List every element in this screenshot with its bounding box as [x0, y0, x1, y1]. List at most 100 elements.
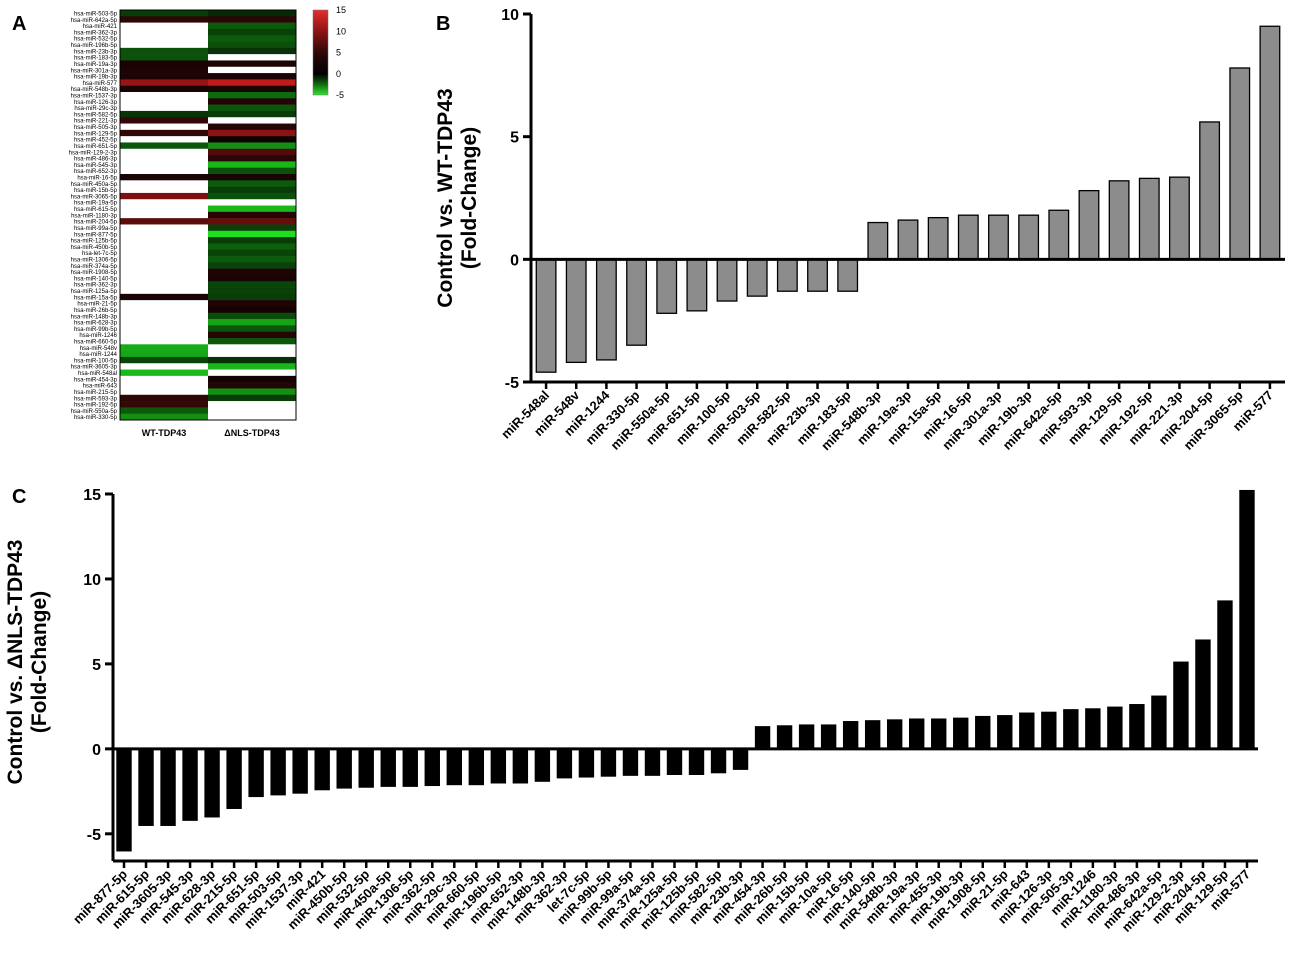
heatmap-cell [208, 28, 296, 36]
heatmap-cell [120, 16, 208, 23]
heatmap-cell [120, 92, 208, 99]
heatmap-cell [120, 407, 208, 414]
heatmap-cell [208, 180, 296, 187]
heatmap-cell [208, 98, 296, 105]
heatmap-row-label: hsa-miR-1306-5p [71, 258, 118, 264]
heatmap-cell [208, 281, 296, 288]
bar [1199, 121, 1221, 260]
heatmap-row-label: hsa-miR-1908-5p [71, 270, 118, 276]
y-axis-title-line2: (Fold-Change) [28, 591, 51, 733]
heatmap-cell [208, 344, 296, 351]
heatmap-cell [208, 199, 296, 206]
heatmap-cell [120, 148, 208, 156]
heatmap-row-labels: hsa-miR-503-5phsa-miR-642a-5phsa-miR-421… [69, 12, 118, 422]
heatmap-cell [120, 22, 208, 30]
heatmap-cell [120, 224, 208, 232]
heatmap-row-label: hsa-miR-582-5p [74, 112, 118, 118]
bar [565, 258, 587, 364]
heatmap-row-label: hsa-miR-19a-5p [74, 201, 118, 207]
heatmap-cell [120, 79, 208, 86]
heatmap-cell [120, 161, 208, 168]
heatmap-cell [120, 117, 208, 124]
heatmap-cell [208, 123, 296, 131]
bar [270, 748, 286, 796]
heatmap-row-label: hsa-miR-215-5p [74, 390, 118, 396]
bar [138, 748, 154, 826]
heatmap-cell [120, 205, 208, 213]
plot-area-c: -5051015miR-877-5pmiR-615-5pmiR-3605-3pm… [70, 487, 1258, 935]
heatmap-row-label: hsa-miR-548v [80, 346, 117, 352]
bar [534, 748, 551, 782]
bar [1173, 661, 1189, 750]
heatmap-cell [208, 274, 296, 282]
bar [931, 718, 947, 750]
y-axis-title-b: Control vs. WT-TDP43 (Fold-Change) [434, 88, 481, 307]
heatmap-cell [208, 129, 296, 137]
heatmap-cell [208, 174, 296, 181]
heatmap-cell [208, 155, 296, 162]
bar [336, 748, 352, 789]
heatmap-row-label: hsa-miR-129-5p [74, 131, 118, 137]
heatmap-row-label: hsa-miR-362-3p [74, 30, 118, 36]
bar [886, 719, 903, 750]
bar-chart-b: B Control vs. WT-TDP43 (Fold-Change) -5 0 5… [434, 7, 1285, 453]
plot-area-b: -50510miR-548almiR-548vmiR-1244miR-330-5… [498, 7, 1285, 453]
heatmap-row-label: hsa-miR-593-3p [74, 396, 118, 402]
bar [820, 724, 837, 750]
y-tick-label: 5 [510, 130, 519, 147]
heatmap-cell [208, 350, 296, 358]
heatmap-cell [120, 293, 208, 301]
heatmap-cell [208, 256, 296, 263]
heatmap-row-label: hsa-miR-628-3p [74, 321, 118, 327]
bar [1048, 209, 1070, 260]
heatmap-row-label: hsa-miR-505-3p [74, 125, 118, 131]
heatmap-cell [208, 369, 296, 377]
bar [1018, 214, 1040, 260]
heatmap-cell [208, 41, 296, 49]
heatmap-row-label: hsa-miR-19a-3p [74, 62, 118, 68]
heatmap-row-label: hsa-miR-1246 [79, 333, 117, 339]
heatmap-column-label-dnls: ΔNLS-TDP43 [224, 428, 279, 438]
heatmap-cell [208, 224, 296, 232]
bar [595, 258, 617, 361]
bar [626, 258, 648, 346]
heatmap-cell [208, 268, 296, 276]
heatmap-cell [208, 47, 296, 55]
bar [997, 715, 1013, 750]
heatmap-cell [208, 331, 296, 339]
bar [424, 748, 440, 787]
heatmap-cell [120, 98, 208, 105]
heatmap-cell [208, 407, 296, 414]
heatmap-cell [208, 54, 296, 61]
heatmap-column-label-wt: WT-TDP43 [142, 428, 187, 438]
heatmap-row-label: hsa-miR-503-5p [74, 12, 118, 18]
heatmap-cell [120, 155, 208, 162]
heatmap-cells [120, 10, 296, 421]
heatmap-cell [120, 28, 208, 36]
bar [975, 715, 991, 750]
heatmap-cell [120, 180, 208, 187]
heatmap-cell [208, 363, 296, 370]
heatmap-cell [208, 413, 296, 421]
heatmap-border [119, 9, 297, 421]
bar [953, 717, 969, 750]
bar [226, 748, 242, 809]
heatmap-cell [208, 142, 296, 150]
colorbar-tick-label: 0 [336, 69, 341, 79]
heatmap-cell [120, 256, 208, 263]
heatmap-cell [120, 142, 208, 150]
heatmap-cell [120, 136, 208, 143]
heatmap-cell [120, 281, 208, 288]
colorbar-tick-label: 5 [336, 48, 341, 58]
heatmap-row-label: hsa-let-7c-5p [82, 251, 118, 257]
heatmap-cell [120, 413, 208, 421]
bar [1259, 25, 1281, 260]
heatmap-cell [208, 312, 296, 320]
heatmap-cell [208, 249, 296, 257]
bar [1063, 709, 1079, 750]
heatmap-cell [120, 363, 208, 370]
heatmap-row-label: hsa-miR-125b-5p [71, 239, 118, 245]
heatmap-row-label: hsa-miR-221-3p [74, 119, 118, 125]
bar [490, 748, 507, 784]
heatmap-cell [120, 60, 208, 68]
